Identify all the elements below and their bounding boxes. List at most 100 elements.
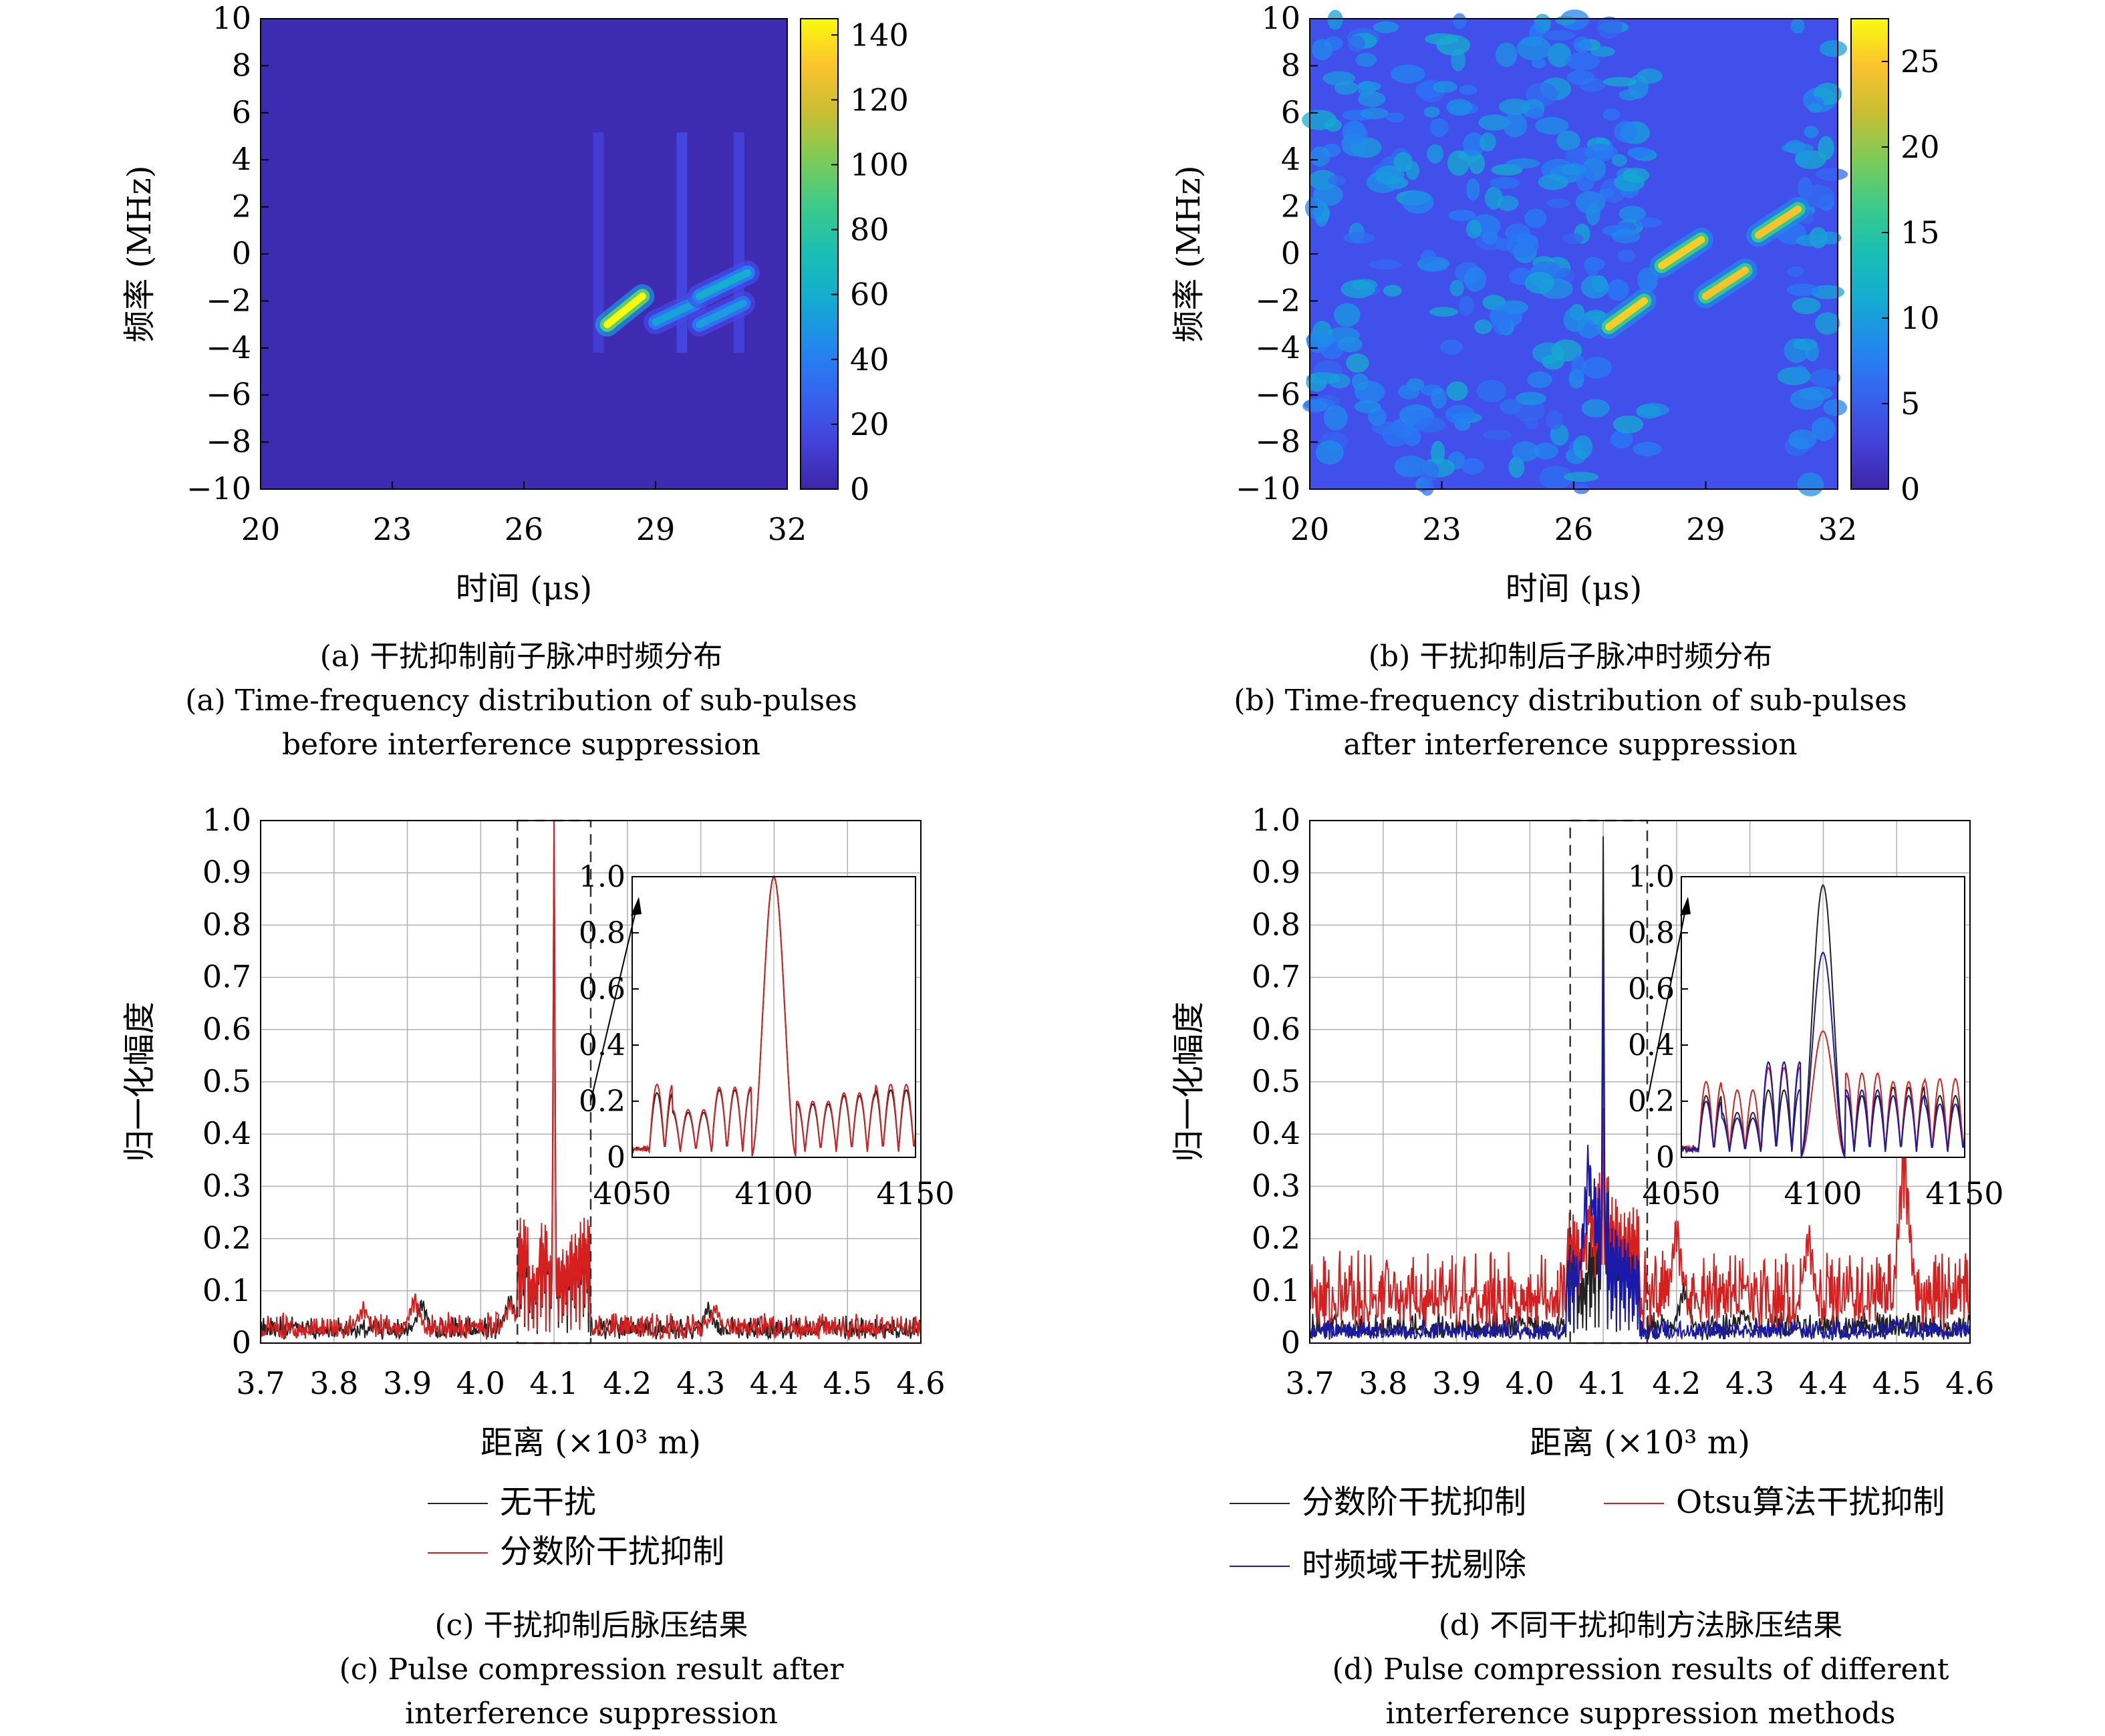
inset-frame: [632, 876, 916, 1158]
heatmap-noise-cell: [1431, 440, 1445, 464]
heatmap-noise-cell: [1800, 184, 1835, 208]
x-tick-label: 3.7: [236, 1365, 285, 1401]
y-tick-label: 4: [1281, 141, 1300, 177]
inset-x-tick-label: 4100: [734, 1175, 813, 1211]
heatmap-noise-cell: [1815, 312, 1840, 335]
heatmap-noise-cell: [1302, 110, 1337, 130]
heatmap-noise-cell: [1432, 81, 1457, 93]
heatmap-noise-cell: [1534, 442, 1558, 460]
heatmap-noise-cell: [1788, 429, 1817, 450]
inset-y-tick-label: 0: [1656, 1141, 1675, 1175]
panel-c-pulse-compression: 3.7 3.8 3.9 4.0 4.1 4.2 4.3 4.4 4.5 4.6 0 0.1 0.2 0.3…: [121, 802, 955, 1570]
heatmap-noise-cell: [1535, 117, 1569, 135]
heatmap-noise-cell: [1575, 190, 1606, 214]
inset-y-tick-label: 0.8: [579, 916, 625, 950]
heatmap-noise-cell: [1357, 81, 1381, 92]
zoom-arrow: [590, 903, 638, 1102]
y-axis-label: 频率 (MHz): [121, 165, 158, 342]
inset-y-tick-label: 1.0: [1628, 860, 1675, 894]
heatmap-noise-cell: [1478, 114, 1510, 131]
heatmap-noise-cell: [1354, 400, 1381, 413]
y-tick-label: −10: [1236, 470, 1300, 507]
caption-c-en-line2: interference suppression: [405, 1697, 778, 1731]
colorbar-tick-label: 100: [850, 146, 909, 182]
heatmap-noise-cell: [1360, 108, 1389, 120]
x-tick-label: 4.1: [1579, 1365, 1628, 1401]
inset-y-tick-label: 0.6: [579, 972, 625, 1006]
x-tick-label: 32: [1818, 511, 1858, 547]
heatmap-noise-cell: [1327, 9, 1343, 30]
heatmap-noise-cell: [1811, 285, 1845, 299]
inset-x-tick-label: 4050: [593, 1175, 671, 1211]
colorbar-tick-label: 80: [850, 212, 889, 248]
x-tick-label: 4.3: [676, 1365, 725, 1401]
x-tick-label: 3.9: [383, 1365, 432, 1401]
caption-b-cn: (b) 干扰抑制后子脉冲时频分布: [1368, 639, 1773, 674]
caption-d: (d) 不同干扰抑制方法脉压结果 (d) Pulse compression r…: [1206, 1604, 2075, 1736]
heatmap-noise-cell: [1495, 42, 1518, 67]
heatmap-noise-cell: [1482, 231, 1498, 245]
colorbar-tick-label: 40: [850, 341, 889, 378]
caption-b-en-line1: (b) Time-frequency distribution of sub-p…: [1234, 684, 1907, 718]
heatmap-noise-cell: [1797, 472, 1824, 496]
y-tick-label: −8: [1255, 424, 1300, 460]
heatmap-noise-cell: [1810, 368, 1840, 388]
heatmap-noise-cell: [1781, 142, 1814, 154]
colorbar-tick-label: 10: [1901, 300, 1940, 336]
heatmap-noise-cell: [1636, 404, 1662, 419]
heatmap-noise-cell: [1637, 68, 1663, 84]
heatmap-noise-cell: [1343, 232, 1375, 244]
heatmap-noise-cell: [1790, 18, 1805, 34]
heatmap-noise-cell: [1429, 118, 1449, 137]
heatmap-noise-cell: [1465, 178, 1480, 201]
colorbar-tick-label: 60: [850, 277, 889, 313]
heatmap-noise-cell: [1458, 295, 1475, 316]
heatmap-noise-cell: [1582, 356, 1612, 379]
heatmap-noise-cell: [1602, 77, 1637, 87]
series-line-0: [260, 820, 922, 1340]
heatmap-noise-cell: [1322, 71, 1355, 86]
chirp-segment: [696, 299, 747, 329]
heatmap-noise-cell: [1500, 399, 1522, 414]
heatmap-noise-cell: [1383, 424, 1410, 447]
legend-label-2: 时频域干扰剔除: [1302, 1546, 1526, 1584]
heatmap-noise-cell: [1524, 271, 1555, 294]
heatmap-noise-cell: [1633, 442, 1662, 456]
inset-y-tick-label: 0.2: [1628, 1084, 1675, 1119]
x-tick-label: 4.2: [603, 1365, 652, 1401]
heatmap-noise-cell: [1610, 430, 1633, 449]
y-tick-label: 0.7: [202, 959, 251, 995]
heatmap-noise-cell: [1786, 283, 1819, 297]
y-tick-label: 0.8: [202, 906, 251, 942]
y-tick-label: 6: [1281, 94, 1300, 130]
x-tick-label: 4.5: [823, 1365, 872, 1401]
heatmap-noise-cell: [1627, 148, 1649, 159]
caption-d-en-line2: interference suppression methods: [1385, 1697, 1896, 1731]
y-tick-label: 0: [232, 1324, 251, 1360]
heatmap-noise-cell: [1612, 154, 1627, 167]
y-tick-label: 0.8: [1252, 906, 1300, 942]
heatmap-background: [1310, 19, 1838, 489]
y-tick-label: 0.3: [202, 1167, 251, 1203]
heatmap-noise-cell: [1306, 331, 1335, 348]
heatmap-noise-cell: [1793, 366, 1808, 382]
heatmap-noise-cell: [1516, 234, 1538, 247]
inset-x-tick-label: 4100: [1784, 1175, 1862, 1211]
x-tick-label: 32: [768, 511, 807, 547]
heatmap-noise-cell: [1463, 267, 1487, 292]
heatmap-noise-cell: [1596, 16, 1623, 39]
heatmap-noise-cell: [1524, 208, 1547, 229]
heatmap-noise-cell: [1423, 106, 1440, 118]
chirp-segment: [696, 269, 752, 300]
inset-series-line-2: [1681, 952, 1965, 1157]
heatmap-noise-cell: [1792, 297, 1821, 314]
heatmap-noise-cell: [1546, 198, 1570, 208]
heatmap-background: [261, 19, 787, 489]
heatmap-noise-cell: [1563, 307, 1587, 332]
inset-y-tick-label: 0.4: [1628, 1028, 1675, 1062]
heatmap-noise-cell: [1527, 371, 1552, 388]
y-axis-label: 归一化幅度: [121, 1002, 158, 1162]
caption-c-en-line1: (c) Pulse compression result after: [339, 1652, 844, 1687]
inset-y-tick-label: 0: [607, 1141, 625, 1175]
heatmap-noise-cell: [1383, 285, 1402, 297]
